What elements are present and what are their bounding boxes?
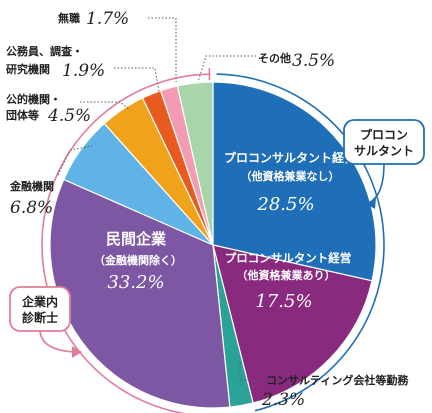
label-procon-ari-line2: （他資格兼業あり）	[237, 268, 336, 282]
group-arc-procon	[216, 73, 385, 412]
callout-kigyounai-arrow	[72, 346, 82, 358]
leader-consulting	[239, 363, 264, 381]
value-kouteki: 4.5%	[47, 106, 91, 126]
label-sonota: その他	[258, 51, 291, 65]
label-minkan-line1: 民間企業	[106, 230, 167, 248]
pie-slice-3	[49, 178, 231, 409]
leader-koutekikikan	[80, 101, 131, 111]
label-procon-nashi-line2: （他資格兼業なし）	[241, 169, 340, 183]
value-koumuin: 1.9%	[62, 61, 105, 81]
leader-kinyu	[57, 145, 93, 176]
leader-sonota	[197, 55, 256, 83]
label-koumuin-line2: 研究機関	[6, 62, 50, 76]
value-sonota: 3.5%	[292, 51, 335, 71]
label-consulting: コンサルティング会社等勤務	[266, 373, 409, 387]
callout-kigyounai-box	[9, 286, 71, 332]
callout-kigyounai-line1: 企業内	[21, 294, 58, 309]
label-kouteki-line1: 公的機関・	[6, 92, 61, 106]
label-koumuin-line1: 公務員、調査・	[6, 44, 83, 58]
callout-procon-line1: プロコン	[360, 127, 408, 142]
label-mushoku: 無職	[58, 11, 80, 25]
label-kinyu: 金融機関	[9, 179, 54, 193]
value-kinyu: 6.8%	[10, 198, 53, 218]
callout-kigyounai-line2: 診断士	[22, 310, 58, 325]
value-consulting: 2.3%	[261, 390, 305, 410]
pie-slice-8	[176, 81, 214, 246]
group-arc-kigyounai	[41, 73, 210, 413]
value-procon-ari: 17.5%	[255, 291, 312, 312]
callout-procon-box	[343, 119, 425, 165]
value-mushoku: 1.7%	[86, 9, 129, 29]
label-procon-ari-line1: プロコンサルタント経営	[225, 251, 352, 265]
label-minkan-line2: （金融機関除く）	[94, 253, 182, 267]
pie-slice-0	[212, 81, 377, 282]
callout-procon-arrow	[366, 198, 376, 209]
callout-procon-line2: サルタント	[354, 144, 414, 158]
label-procon-nashi-line1: プロコンサルタント経営	[224, 150, 356, 165]
pie-slice-1	[212, 244, 373, 404]
value-procon-nashi: 28.5%	[256, 194, 314, 215]
label-kouteki-line2: 団体等	[6, 108, 39, 122]
leader-mushoku	[148, 17, 177, 82]
leader-koumuin	[114, 67, 160, 93]
value-minkan: 33.2%	[107, 272, 164, 293]
